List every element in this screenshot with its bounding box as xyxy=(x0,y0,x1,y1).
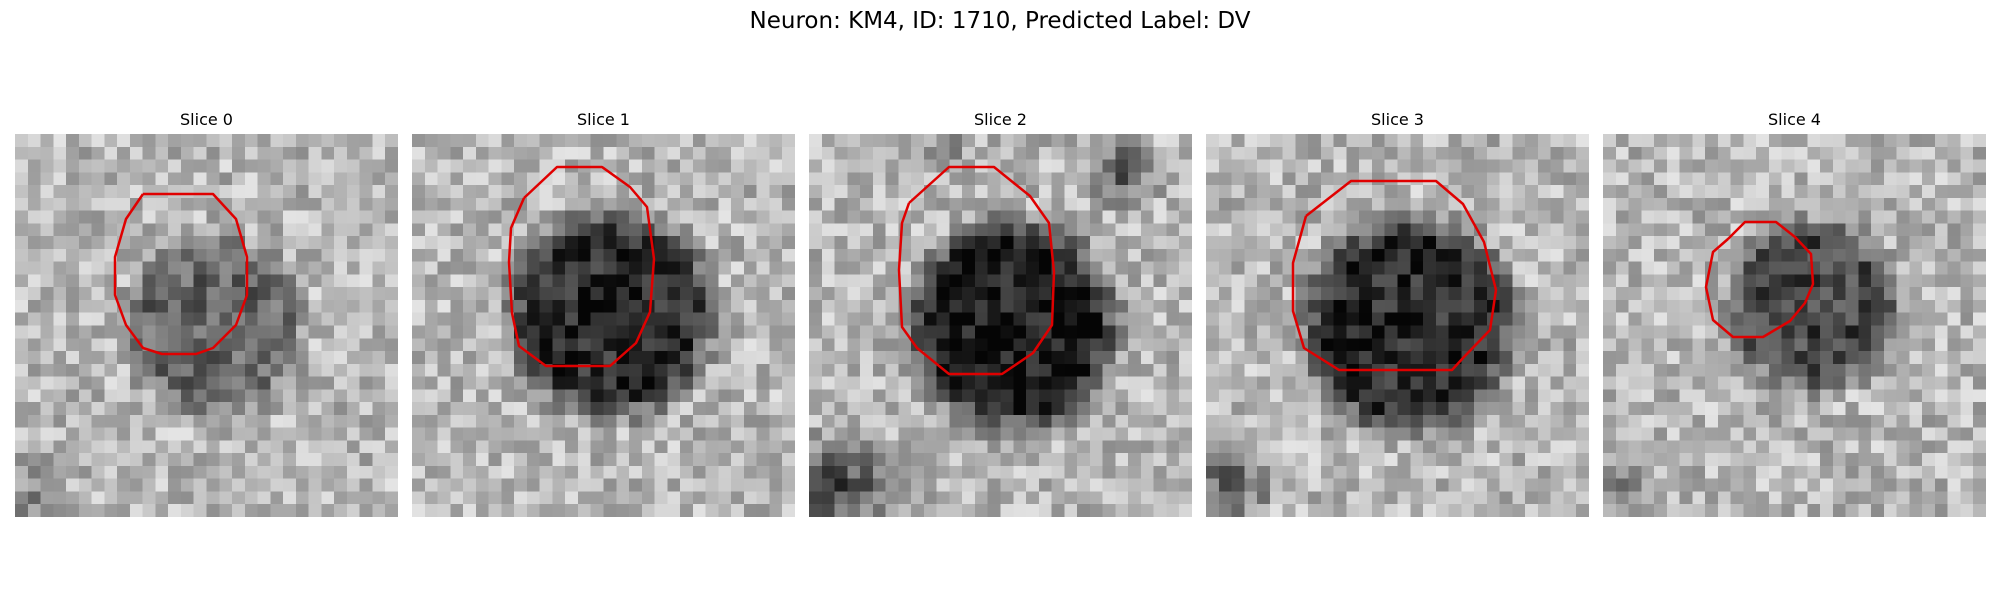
figure-title: Neuron: KM4, ID: 1710, Predicted Label: … xyxy=(749,8,1251,34)
slice-image-frame xyxy=(1206,134,1589,517)
slice-title: Slice 4 xyxy=(1768,110,1821,129)
segmentation-outline xyxy=(113,192,249,356)
neuron-slice-image xyxy=(809,134,1192,517)
slice-image-frame xyxy=(15,134,398,517)
slice-panel-2: Slice 2 xyxy=(809,110,1192,517)
slice-panel-1: Slice 1 xyxy=(412,110,795,517)
segmentation-outline xyxy=(507,165,656,368)
neuron-slice-image xyxy=(412,134,795,517)
slice-panel-3: Slice 3 xyxy=(1206,110,1589,517)
slice-panel-4: Slice 4 xyxy=(1603,110,1986,517)
slice-title: Slice 1 xyxy=(577,110,630,129)
slice-image-frame xyxy=(412,134,795,517)
segmentation-outline xyxy=(1291,179,1498,372)
segmentation-outline xyxy=(1704,220,1815,339)
slice-image-frame xyxy=(1603,134,1986,517)
slice-title: Slice 3 xyxy=(1371,110,1424,129)
segmentation-outline xyxy=(897,165,1056,376)
slice-image-frame xyxy=(809,134,1192,517)
neuron-slice-image xyxy=(1206,134,1589,517)
neuron-slice-image xyxy=(15,134,398,517)
slice-title: Slice 0 xyxy=(180,110,233,129)
slice-panel-0: Slice 0 xyxy=(15,110,398,517)
slice-title: Slice 2 xyxy=(974,110,1027,129)
neuron-slice-image xyxy=(1603,134,1986,517)
